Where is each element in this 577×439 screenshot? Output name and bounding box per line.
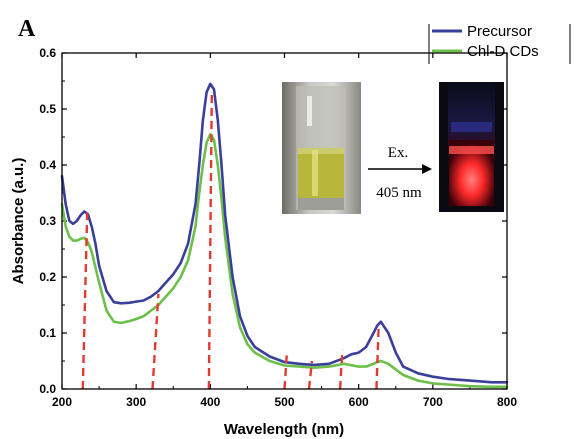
dashed-marker-line — [151, 293, 160, 390]
legend: Precursor Chl-D CDs — [428, 23, 571, 64]
series-layer — [60, 82, 509, 389]
vial-daylight-photo — [282, 82, 361, 214]
y-axis-label: Absorbance (a.u.) — [10, 158, 27, 285]
x-tick-label: 700 — [423, 395, 443, 409]
vial-fluorescence-photo — [439, 82, 504, 212]
plot-frame — [61, 52, 508, 390]
dashed-marker-line — [375, 324, 380, 390]
x-tick-label: 300 — [126, 395, 146, 409]
dashed-markers — [81, 92, 380, 390]
dashed-marker-line — [338, 349, 344, 390]
y-tick-label: 0.4 — [39, 158, 56, 172]
x-tick-label: 800 — [497, 395, 517, 409]
dashed-marker-line — [307, 360, 314, 390]
legend-label-precursor: Precursor — [467, 23, 532, 40]
dashed-marker-line — [283, 355, 288, 390]
x-tick-label: 600 — [349, 395, 369, 409]
panel-label: A — [18, 16, 36, 42]
x-tick-label: 200 — [52, 395, 72, 409]
excitation-label: Ex. — [388, 145, 408, 161]
y-tick-label: 0.0 — [39, 382, 56, 396]
excitation-wavelength: 405 nm — [376, 185, 422, 201]
legend-label-cds: Chl-D CDs — [467, 43, 539, 60]
x-tick-label: 400 — [200, 395, 220, 409]
x-axis-label: Wavelength (nm) — [224, 421, 344, 438]
y-tick-label: 0.1 — [39, 326, 56, 340]
inset: Ex. 405 nm — [282, 82, 504, 214]
x-tick-labels: 200 300 400 500 600 700 800 — [52, 395, 517, 409]
arrow-right-icon — [368, 164, 432, 174]
x-tick-label: 500 — [274, 395, 294, 409]
y-tick-label: 0.5 — [39, 102, 56, 116]
dashed-marker-line — [207, 92, 214, 390]
y-tick-label: 0.6 — [39, 46, 56, 60]
y-tick-label: 0.2 — [39, 270, 56, 284]
y-tick-labels: 0.0 0.1 0.2 0.3 0.4 0.5 0.6 — [39, 46, 56, 396]
dashed-marker-line — [81, 212, 89, 390]
series-line-cds — [60, 132, 509, 389]
series-line-precursor — [60, 82, 509, 384]
y-tick-label: 0.3 — [39, 214, 56, 228]
